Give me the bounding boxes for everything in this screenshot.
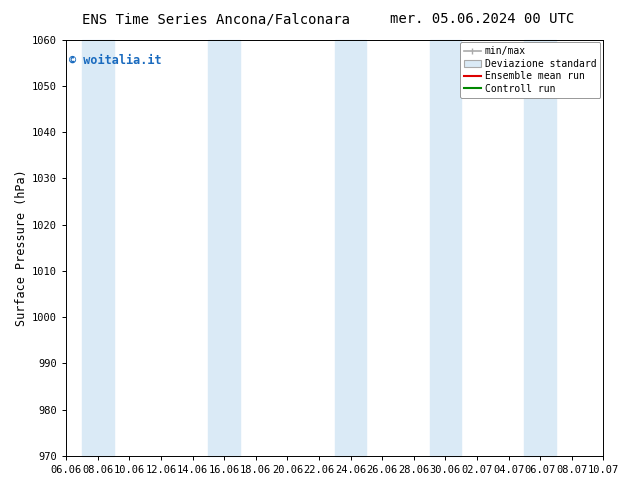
Text: ENS Time Series Ancona/Falconara: ENS Time Series Ancona/Falconara: [82, 12, 349, 26]
Bar: [82, 40, 113, 456]
Bar: [209, 40, 240, 456]
Bar: [335, 40, 366, 456]
Bar: [430, 40, 461, 456]
Text: © woitalia.it: © woitalia.it: [69, 54, 162, 67]
Legend: min/max, Deviazione standard, Ensemble mean run, Controll run: min/max, Deviazione standard, Ensemble m…: [460, 43, 600, 98]
Y-axis label: Surface Pressure (hPa): Surface Pressure (hPa): [15, 170, 28, 326]
Bar: [524, 40, 556, 456]
Text: mer. 05.06.2024 00 UTC: mer. 05.06.2024 00 UTC: [390, 12, 574, 26]
